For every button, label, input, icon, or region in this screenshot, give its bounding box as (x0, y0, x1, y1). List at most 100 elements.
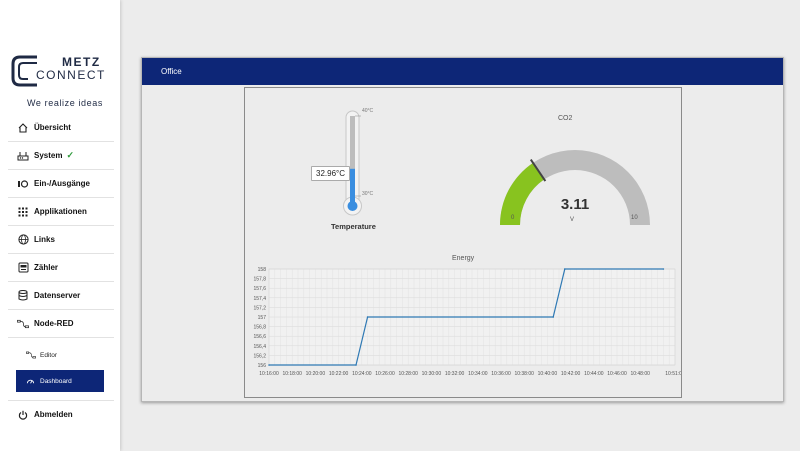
sidebar-item-system[interactable]: System ✓ (8, 141, 114, 169)
x-tick-label: 10:32:00 (445, 371, 465, 377)
x-tick-label: 10:20:00 (306, 371, 326, 377)
y-tick-label: 156,4 (253, 344, 266, 350)
x-tick-label: 10:24:00 (352, 371, 372, 377)
x-tick-label: 10:28:00 (398, 371, 418, 377)
sidebar-subitem-dashboard[interactable]: Dashboard (16, 370, 104, 392)
widget-group: 40°C 30°C 32.96°C Temperature CO2 3.11 V… (244, 87, 682, 398)
x-tick-label: 10:42:00 (561, 371, 581, 377)
thermometer-widget: 40°C 30°C 32.96°C Temperature (305, 106, 415, 236)
node-red-icon (17, 318, 29, 330)
gauge-needle (529, 158, 547, 182)
sidebar-item-label: System (34, 151, 63, 160)
y-tick-label: 156,2 (253, 353, 266, 359)
x-tick-label: 10:16:00 (259, 371, 279, 377)
gauge-fill (500, 162, 545, 225)
logo-connect-text: CONNECT (36, 68, 106, 82)
sidebar-item-label: Links (34, 235, 55, 244)
power-icon (17, 409, 29, 421)
divider (8, 337, 114, 344)
data-point (552, 316, 554, 318)
sidebar-item-label: Ein-/Ausgänge (34, 179, 91, 188)
gauge-title: CO2 (558, 115, 573, 122)
y-tick-label: 158 (258, 267, 267, 273)
x-tick-label: 10:46:00 (607, 371, 627, 377)
sidebar-item-label: Datenserver (34, 291, 81, 300)
y-tick-label: 156,6 (253, 334, 266, 340)
sidebar-subitem-label: Dashboard (40, 377, 72, 385)
sidebar-item-uebersicht[interactable]: Übersicht (8, 114, 114, 141)
tab-header: Office (142, 58, 783, 85)
sidebar-item-datenserver[interactable]: Datenserver (8, 281, 114, 309)
spacer (0, 392, 120, 400)
y-tick-label: 157,8 (253, 277, 266, 283)
gauge-unit: V (570, 217, 575, 223)
x-tick-label: 10:30:00 (422, 371, 442, 377)
thermometer-graphic (343, 110, 362, 216)
thermometer-min-label: 30°C (362, 191, 374, 197)
grid-icon (17, 206, 29, 218)
thermometer-max-label: 40°C (362, 108, 374, 114)
sidebar-nav: Übersicht System ✓ Ein-/Ausgänge Applika… (0, 114, 120, 428)
sidebar-subitem-editor[interactable]: Editor (16, 344, 114, 366)
home-icon (17, 122, 29, 134)
y-tick-label: 157 (258, 315, 267, 321)
data-point (268, 364, 270, 366)
x-tick-label: 10:22:00 (329, 371, 349, 377)
meter-icon (17, 262, 29, 274)
y-tick-label: 156 (258, 363, 267, 369)
co2-gauge (500, 150, 650, 225)
thermometer-fill (350, 168, 355, 204)
sidebar-item-links[interactable]: Links (8, 225, 114, 253)
sidebar: METZ CONNECT We realize ideas Übersicht … (0, 0, 120, 451)
tab-title: Office (161, 67, 182, 76)
y-tick-label: 157,2 (253, 305, 266, 311)
energy-chart: 156 156,2 156,4 156,6 156,8 157 157,2 157,4 157,… (253, 267, 681, 377)
x-tick-label: 10:34:00 (468, 371, 488, 377)
sidebar-item-node-red[interactable]: Node-RED (8, 309, 114, 337)
x-tick-label: 10:36:00 (491, 371, 511, 377)
data-point (564, 268, 566, 270)
dashboard-icon (26, 377, 36, 386)
temperature-label: Temperature (331, 222, 376, 231)
x-tick-label: 10:44:00 (584, 371, 604, 377)
logo-metz-text: METZ (62, 55, 101, 69)
data-point (662, 268, 665, 270)
sidebar-item-label: Applikationen (34, 207, 87, 216)
y-tick-label: 156,8 (253, 325, 266, 331)
router-icon (17, 150, 29, 162)
chart-title: Energy (452, 255, 475, 262)
logout-button[interactable]: Abmelden (8, 400, 114, 428)
series-line (269, 268, 664, 366)
sidebar-subitem-label: Editor (40, 351, 57, 359)
y-tick-label: 157,6 (253, 286, 266, 292)
x-tick-label: 10:18:00 (282, 371, 302, 377)
sidebar-item-zaehler[interactable]: Zähler (8, 253, 114, 281)
logo-c-icon (11, 55, 37, 87)
sidebar-item-label: Übersicht (34, 123, 71, 132)
globe-icon (17, 234, 29, 246)
gauge-max-label: 10 (631, 215, 638, 221)
sidebar-item-applikationen[interactable]: Applikationen (8, 197, 114, 225)
check-icon: ✓ (66, 150, 75, 160)
tagline: We realize ideas (27, 98, 103, 108)
x-tick-label: 10:38:00 (514, 371, 534, 377)
metz-connect-logo: METZ CONNECT (10, 54, 118, 94)
x-tick-label: 10:40:00 (538, 371, 558, 377)
io-icon (17, 178, 29, 190)
node-red-icon (26, 351, 36, 359)
sidebar-item-ein-ausgaenge[interactable]: Ein-/Ausgänge (8, 169, 114, 197)
sidebar-item-label: Node-RED (34, 319, 74, 328)
x-tick-label: 10:48:00 (630, 371, 650, 377)
data-point (366, 316, 369, 318)
gauge-min-label: 0 (511, 215, 515, 221)
x-tick-label: 10:26:00 (375, 371, 395, 377)
dashboard-panel: Office 40°C 30°C 32.96°C Temperature CO2 (141, 57, 784, 402)
data-point (355, 364, 357, 366)
sidebar-item-label: Zähler (34, 263, 59, 272)
logout-label: Abmelden (34, 410, 73, 419)
x-tick-label: 10:51:00 (665, 371, 681, 377)
temperature-value: 32.96°C (311, 166, 350, 181)
gauge-value: 3.11 (560, 196, 590, 213)
y-tick-label: 157,4 (253, 296, 266, 302)
database-icon (17, 290, 29, 302)
